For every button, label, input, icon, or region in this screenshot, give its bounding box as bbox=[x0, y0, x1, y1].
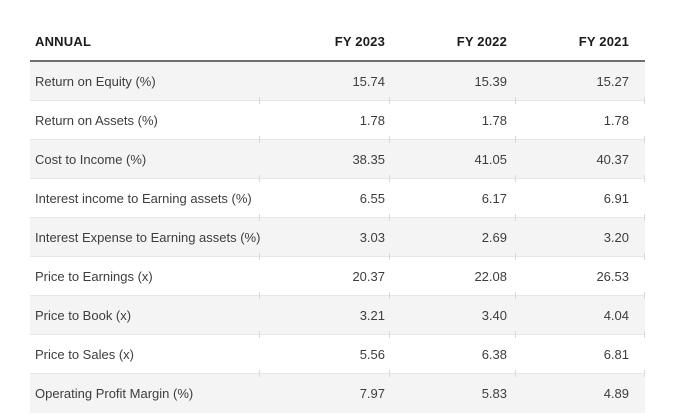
table-row: Price to Book (x) 3.21 3.40 4.04 bbox=[30, 295, 645, 338]
metric-label: Price to Earnings (x) bbox=[30, 256, 259, 296]
metric-value: 6.81 bbox=[515, 334, 645, 377]
table-row: Interest Expense to Earning assets (%) 3… bbox=[30, 217, 645, 260]
metric-value: 4.04 bbox=[515, 295, 645, 338]
column-header-fy2023: FY 2023 bbox=[259, 22, 389, 62]
metric-value: 6.55 bbox=[259, 178, 389, 221]
metric-value: 3.03 bbox=[259, 217, 389, 260]
metric-value: 1.78 bbox=[389, 100, 515, 143]
table-row: Price to Earnings (x) 20.37 22.08 26.53 bbox=[30, 256, 645, 299]
metric-value: 2.69 bbox=[389, 217, 515, 260]
metric-label: Price to Book (x) bbox=[30, 295, 259, 335]
table-row: Return on Equity (%) 15.74 15.39 15.27 bbox=[30, 61, 645, 103]
metric-value: 1.78 bbox=[515, 100, 645, 143]
metric-value: 6.17 bbox=[389, 178, 515, 221]
metric-value: 6.38 bbox=[389, 334, 515, 377]
column-header-annual: ANNUAL bbox=[30, 22, 259, 62]
metric-value: 15.39 bbox=[389, 61, 515, 103]
table-row: Operating Profit Margin (%) 7.97 5.83 4.… bbox=[30, 373, 645, 413]
metric-value: 41.05 bbox=[389, 139, 515, 182]
metric-value: 26.53 bbox=[515, 256, 645, 299]
metric-label: Interest Expense to Earning assets (%) bbox=[30, 217, 260, 257]
metric-value: 5.83 bbox=[389, 373, 515, 413]
metric-value: 40.37 bbox=[515, 139, 645, 182]
metric-value: 6.91 bbox=[515, 178, 645, 221]
table-row: Cost to Income (%) 38.35 41.05 40.37 bbox=[30, 139, 645, 182]
header-row: ANNUAL FY 2023 FY 2022 FY 2021 bbox=[30, 22, 645, 62]
metric-label: Return on Equity (%) bbox=[30, 61, 259, 101]
metric-value: 3.20 bbox=[515, 217, 645, 260]
table-row: Return on Assets (%) 1.78 1.78 1.78 bbox=[30, 100, 645, 143]
financial-ratios-table: ANNUAL FY 2023 FY 2022 FY 2021 Return on… bbox=[30, 22, 645, 413]
metric-value: 15.74 bbox=[259, 61, 389, 103]
annual-ratios-table-container: ANNUAL FY 2023 FY 2022 FY 2021 Return on… bbox=[30, 22, 645, 413]
column-header-fy2021: FY 2021 bbox=[515, 22, 645, 62]
metric-value: 5.56 bbox=[259, 334, 389, 377]
metric-label: Price to Sales (x) bbox=[30, 334, 259, 374]
metric-value: 3.21 bbox=[259, 295, 389, 338]
metric-value: 22.08 bbox=[389, 256, 515, 299]
metric-value: 3.40 bbox=[389, 295, 515, 338]
table-row: Interest income to Earning assets (%) 6.… bbox=[30, 178, 645, 221]
metric-value: 15.27 bbox=[515, 61, 645, 103]
table-row: Price to Sales (x) 5.56 6.38 6.81 bbox=[30, 334, 645, 377]
metric-label: Cost to Income (%) bbox=[30, 139, 259, 179]
metric-value: 4.89 bbox=[515, 373, 645, 413]
column-header-fy2022: FY 2022 bbox=[389, 22, 515, 62]
metric-value: 1.78 bbox=[259, 100, 389, 143]
metric-label: Operating Profit Margin (%) bbox=[30, 373, 259, 413]
metric-label: Interest income to Earning assets (%) bbox=[30, 178, 259, 218]
metric-value: 7.97 bbox=[259, 373, 389, 413]
metric-value: 20.37 bbox=[259, 256, 389, 299]
metric-value: 38.35 bbox=[259, 139, 389, 182]
metric-label: Return on Assets (%) bbox=[30, 100, 259, 140]
